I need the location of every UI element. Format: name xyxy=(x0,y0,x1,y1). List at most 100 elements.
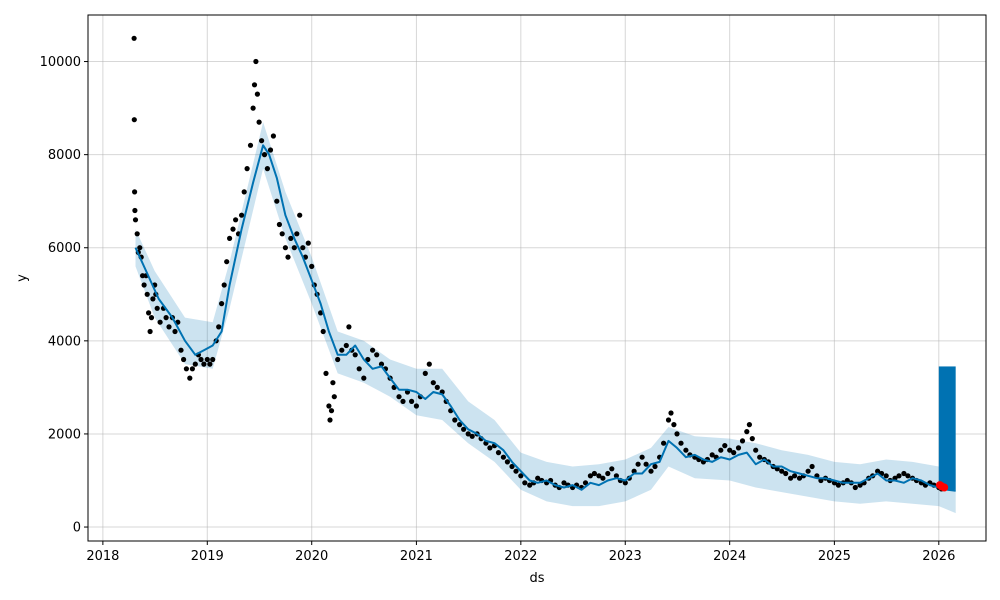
observed-point xyxy=(251,82,258,88)
observed-point xyxy=(189,366,195,372)
observed-point xyxy=(297,212,303,218)
x-axis-ticks: 2018 2019 2020 2021 2022 2023 2024 2025 2026 xyxy=(86,541,955,564)
observed-point xyxy=(809,463,815,470)
observed-point xyxy=(318,310,324,316)
observed-point xyxy=(609,466,615,472)
observed-point xyxy=(678,440,684,446)
observed-point xyxy=(294,231,300,237)
observed-point xyxy=(219,301,225,307)
observed-point xyxy=(461,426,467,432)
observed-point xyxy=(282,245,288,251)
observed-point xyxy=(233,217,239,223)
observed-point xyxy=(487,445,493,451)
x-tick-label: 2022 xyxy=(504,549,537,564)
observed-point xyxy=(356,366,362,372)
observed-point xyxy=(739,438,746,444)
observed-point xyxy=(204,356,210,363)
observed-point xyxy=(753,447,759,453)
x-axis-label: ds xyxy=(529,571,544,586)
observed-point xyxy=(254,91,260,97)
x-tick-label: 2025 xyxy=(818,549,851,564)
observed-point xyxy=(901,470,907,477)
observed-point xyxy=(335,356,341,363)
y-tick-label: 2000 xyxy=(48,427,81,442)
observed-point xyxy=(744,429,750,435)
observed-point xyxy=(561,480,567,486)
observed-point xyxy=(157,319,163,325)
observed-point xyxy=(148,315,155,321)
observed-point xyxy=(221,282,227,288)
observed-point xyxy=(883,473,889,479)
interval-area xyxy=(135,122,956,514)
observed-point xyxy=(187,375,193,381)
observed-point xyxy=(527,482,533,488)
observed-point xyxy=(370,347,376,353)
observed-point xyxy=(374,352,380,358)
observed-point xyxy=(674,431,680,437)
observed-point xyxy=(267,147,274,153)
observed-point xyxy=(504,459,510,465)
y-tick-label: 4000 xyxy=(48,334,81,349)
observed-point xyxy=(259,138,265,144)
observed-point xyxy=(309,263,315,269)
observed-point xyxy=(154,305,160,311)
observed-point xyxy=(905,473,911,479)
observed-point xyxy=(146,310,152,316)
observed-point xyxy=(587,473,594,479)
observed-point xyxy=(452,417,458,423)
grid-lines xyxy=(88,15,986,541)
observed-point xyxy=(326,403,332,409)
observed-point xyxy=(749,436,755,442)
observed-point xyxy=(582,480,589,486)
observed-point xyxy=(535,475,541,481)
observed-point xyxy=(216,324,222,330)
observed-point xyxy=(305,240,311,246)
observed-point xyxy=(661,440,667,446)
observed-point xyxy=(201,361,207,367)
observed-point xyxy=(835,482,842,488)
forecast-bars xyxy=(938,366,956,490)
forecast-line xyxy=(134,144,956,492)
observed-point xyxy=(207,361,213,367)
observed-point xyxy=(274,198,280,204)
x-tick-label: 2026 xyxy=(922,549,955,564)
observed-point xyxy=(605,470,611,477)
uncertainty-band xyxy=(135,122,956,514)
observed-point xyxy=(639,454,645,460)
highlight-point xyxy=(940,483,949,492)
forecast-bar xyxy=(938,366,956,490)
observed-point xyxy=(264,166,270,172)
observed-point xyxy=(779,468,785,474)
observed-point xyxy=(596,473,602,479)
observed-point xyxy=(718,447,724,453)
observed-point xyxy=(330,380,336,386)
observed-point xyxy=(722,443,728,449)
observed-point xyxy=(365,356,371,363)
observed-point xyxy=(513,468,519,474)
observed-point xyxy=(132,189,138,195)
observed-point xyxy=(413,403,419,409)
observed-point xyxy=(134,231,140,237)
y-tick-label: 8000 xyxy=(48,148,81,163)
y-tick-label: 0 xyxy=(73,521,81,536)
x-tick-label: 2024 xyxy=(713,549,746,564)
observed-point xyxy=(261,152,268,158)
observed-point xyxy=(430,380,436,386)
observed-point xyxy=(131,35,137,41)
observed-point xyxy=(192,361,198,367)
observed-point xyxy=(643,461,649,467)
x-tick-label: 2020 xyxy=(295,549,328,564)
observed-point xyxy=(288,235,294,241)
observed-point xyxy=(285,254,291,260)
observed-point xyxy=(683,447,689,453)
observed-point xyxy=(652,463,658,470)
observed-point xyxy=(396,394,402,400)
observed-point xyxy=(331,394,337,400)
observed-point xyxy=(166,324,172,330)
observed-point xyxy=(665,417,672,423)
observed-point xyxy=(343,342,349,349)
observed-point xyxy=(172,328,178,335)
observed-point xyxy=(796,475,803,481)
observed-point xyxy=(896,473,902,479)
